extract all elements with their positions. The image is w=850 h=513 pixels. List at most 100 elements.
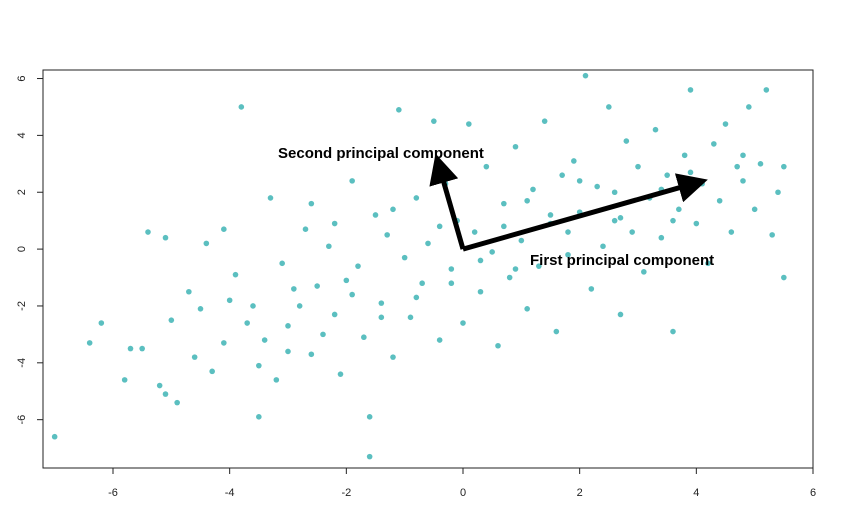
data-point [757, 161, 764, 167]
data-point [186, 288, 192, 295]
data-point [273, 377, 280, 383]
data-point [238, 104, 245, 110]
data-point [693, 220, 700, 227]
data-point [501, 223, 507, 230]
data-point [168, 317, 175, 323]
data-point [553, 328, 560, 335]
data-point [355, 263, 361, 269]
data-point [314, 283, 320, 289]
data-point [524, 197, 530, 204]
x-tick-label: 0 [460, 487, 466, 499]
data-point [331, 311, 338, 318]
data-point [600, 243, 606, 250]
data-point [250, 303, 256, 309]
data-point [524, 306, 530, 312]
x-tick-label: -4 [225, 487, 235, 499]
x-tick-label: 2 [577, 487, 583, 499]
data-point [372, 212, 379, 218]
data-point [396, 107, 402, 113]
data-point [506, 274, 513, 281]
y-tick-label: -6 [16, 415, 28, 425]
data-point [156, 382, 163, 389]
data-point [448, 280, 455, 287]
data-point [594, 183, 600, 190]
data-point [769, 232, 775, 238]
data-point [687, 87, 694, 93]
data-point [617, 215, 624, 221]
data-point [629, 229, 635, 235]
data-point [390, 206, 396, 213]
data-point [256, 414, 262, 420]
data-point [401, 254, 408, 261]
data-point [781, 274, 787, 281]
data-point [571, 158, 577, 164]
data-point [419, 280, 425, 287]
data-point [670, 328, 676, 335]
data-point [565, 251, 571, 258]
data-point [197, 306, 204, 312]
data-point [547, 212, 554, 218]
data-point [489, 249, 495, 255]
data-point [296, 303, 303, 309]
data-point [512, 266, 519, 272]
data-point [512, 143, 519, 150]
data-point [582, 72, 589, 79]
y-tick-label: 6 [16, 75, 28, 81]
data-point [162, 391, 169, 397]
y-tick-label: 2 [16, 189, 28, 195]
data-point [740, 178, 746, 184]
data-point [174, 399, 180, 406]
second-pc-arrow [429, 153, 466, 250]
data-point [413, 294, 420, 301]
data-point [536, 263, 542, 269]
first-pc-arrow [462, 173, 708, 252]
data-point [518, 237, 525, 244]
data-point [477, 288, 484, 295]
data-point [734, 163, 740, 170]
data-point [378, 300, 385, 306]
data-point [256, 362, 262, 369]
data-point [436, 223, 443, 230]
data-point [302, 226, 309, 232]
data-point [775, 189, 781, 196]
data-point [279, 260, 285, 267]
data-point [343, 277, 350, 284]
plot-frame [42, 69, 814, 469]
data-point [658, 234, 665, 241]
data-point [716, 197, 723, 204]
data-point [331, 220, 338, 227]
data-point [565, 229, 571, 235]
data-point [763, 87, 770, 93]
data-point [751, 206, 758, 213]
data-point [687, 169, 694, 176]
data-point [349, 178, 355, 184]
data-point [291, 286, 297, 292]
data-point [705, 260, 711, 267]
data-point [221, 226, 227, 232]
y-tick-label: 0 [16, 246, 28, 252]
second-pc-label: Second principal component [278, 145, 484, 162]
data-point [740, 152, 746, 159]
data-point [623, 138, 630, 144]
data-point [308, 351, 315, 358]
data-point [460, 320, 466, 326]
data-point [670, 217, 676, 224]
data-point [226, 297, 233, 304]
data-point [611, 189, 618, 196]
data-point [652, 126, 659, 133]
data-point [466, 121, 472, 127]
data-point [349, 291, 355, 298]
data-point [699, 180, 705, 187]
data-point [436, 337, 443, 343]
data-point [203, 240, 210, 247]
data-point [98, 320, 105, 326]
data-point [781, 163, 787, 170]
x-tick-label: -6 [108, 487, 118, 499]
data-point [326, 243, 332, 250]
data-point [471, 229, 478, 235]
data-point [588, 286, 595, 292]
data-point [728, 229, 735, 235]
data-point [541, 118, 548, 124]
data-point [635, 163, 641, 170]
